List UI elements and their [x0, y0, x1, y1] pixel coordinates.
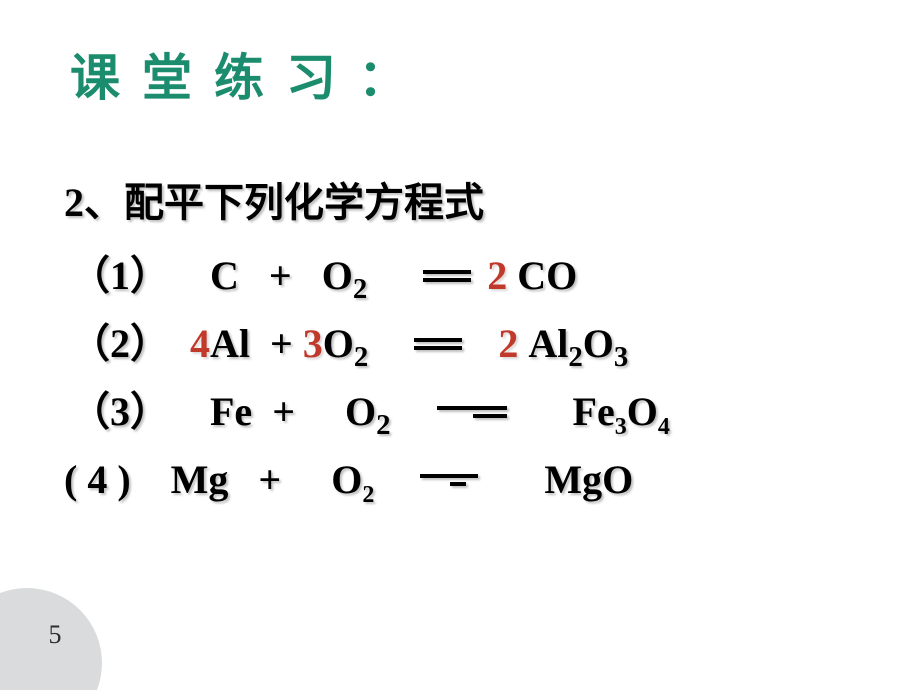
eq-label: （3）	[70, 389, 180, 434]
coefficient: 4	[190, 321, 210, 366]
slide-title: 课堂练习：	[70, 38, 920, 110]
reactant: O2	[323, 321, 369, 366]
reactant: C	[210, 253, 239, 298]
equation-1: （1） C + O2 2 CO	[70, 256, 920, 296]
equals-sign	[414, 338, 462, 350]
reactant: O2	[331, 457, 374, 502]
reactant: Mg	[171, 457, 229, 502]
coefficient: 2	[498, 321, 518, 366]
product: Fe3O4	[573, 389, 670, 434]
equation-2: （2） 4Al + 3O2 2 Al2O3	[70, 324, 920, 364]
page-number: 5	[49, 620, 62, 650]
coefficient: 3	[303, 321, 323, 366]
slide-subtitle: 2、配平下列化学方程式	[64, 170, 920, 228]
eq-label: ( 4 )	[54, 457, 171, 502]
reactant: O2	[345, 389, 391, 434]
product: CO	[517, 253, 577, 298]
equals-sign	[423, 270, 471, 282]
slide: 课堂练习： 2、配平下列化学方程式 （1） C + O2 2 CO （2） 4A…	[0, 0, 920, 690]
coefficient: 2	[487, 253, 507, 298]
condition-line	[437, 406, 507, 418]
eq-label: （1）	[70, 253, 180, 298]
reactant: Fe	[210, 389, 252, 434]
reactant: Al	[210, 321, 250, 366]
product: Al2O3	[528, 321, 628, 366]
reactant: O2	[322, 253, 368, 298]
eq-label: （2）	[70, 321, 180, 366]
equation-4: ( 4 ) Mg + O2 MgO	[54, 460, 920, 500]
page-number-badge: 5	[0, 588, 102, 690]
condition-line	[420, 474, 478, 486]
product: MgO	[544, 457, 633, 502]
equation-3: （3） Fe + O2 Fe3O4	[70, 392, 920, 432]
